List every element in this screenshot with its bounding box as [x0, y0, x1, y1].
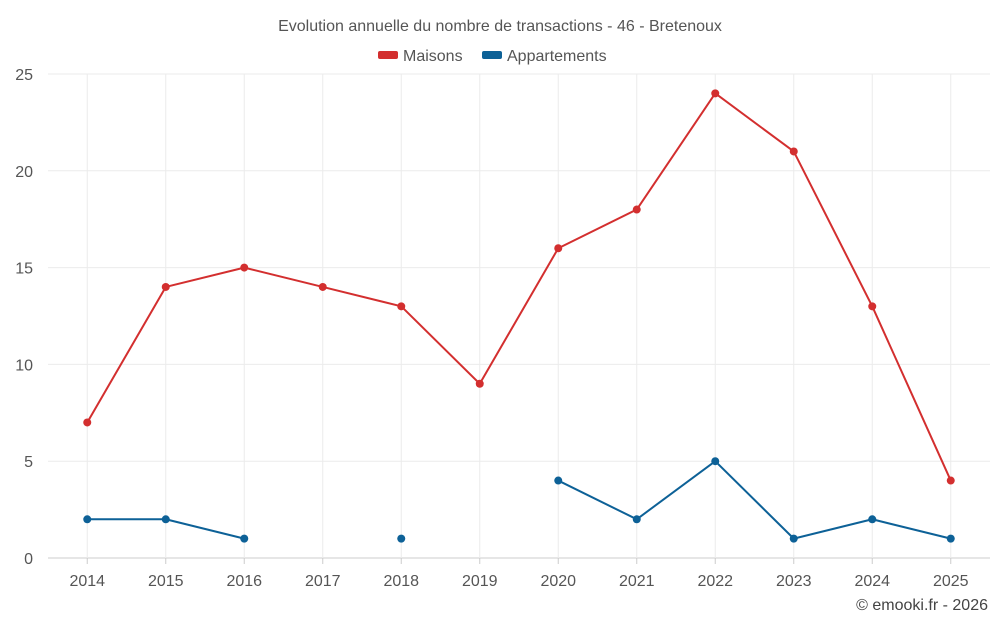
- x-tick-label: 2023: [776, 573, 812, 590]
- data-point-maisons[interactable]: [946, 476, 955, 485]
- series-maisons: [83, 89, 955, 485]
- x-tick-label: 2021: [619, 573, 655, 590]
- x-tick-label: 2022: [697, 573, 733, 590]
- data-point-maisons[interactable]: [554, 244, 563, 253]
- y-tick-label: 20: [15, 164, 33, 181]
- x-tick-label: 2016: [226, 573, 262, 590]
- legend-label-appartements[interactable]: Appartements: [507, 48, 607, 65]
- data-point-appartements[interactable]: [397, 534, 406, 543]
- data-point-maisons[interactable]: [318, 282, 327, 291]
- data-point-appartements[interactable]: [868, 515, 877, 524]
- data-point-appartements[interactable]: [946, 534, 955, 543]
- data-point-appartements[interactable]: [632, 515, 641, 524]
- data-point-maisons[interactable]: [711, 89, 720, 98]
- series-line-appartements: [557, 460, 951, 540]
- data-point-maisons[interactable]: [475, 379, 484, 388]
- y-tick-label: 5: [24, 454, 33, 471]
- data-point-maisons[interactable]: [789, 147, 798, 156]
- legend-label-maisons[interactable]: Maisons: [403, 48, 463, 65]
- data-point-maisons[interactable]: [83, 418, 92, 427]
- x-tick-label: 2020: [540, 573, 576, 590]
- x-tick-label: 2014: [69, 573, 105, 590]
- y-tick-label: 0: [24, 551, 33, 568]
- data-point-appartements[interactable]: [161, 515, 170, 524]
- x-tick-label: 2019: [462, 573, 498, 590]
- series: [83, 89, 955, 543]
- legend: Maisons Appartements: [378, 48, 607, 65]
- legend-swatch-appartements: [482, 51, 502, 59]
- data-point-appartements[interactable]: [711, 457, 720, 466]
- x-tick-label: 2018: [383, 573, 419, 590]
- data-point-appartements[interactable]: [789, 534, 798, 543]
- x-tick-label: 2017: [305, 573, 341, 590]
- data-point-maisons[interactable]: [161, 282, 170, 291]
- series-line-maisons: [86, 92, 952, 481]
- chart-title: Evolution annuelle du nombre de transact…: [278, 18, 722, 35]
- x-tick-label: 2024: [854, 573, 890, 590]
- grid: [48, 73, 990, 564]
- data-point-maisons[interactable]: [632, 205, 641, 214]
- data-point-appartements[interactable]: [554, 476, 563, 485]
- x-tick-label: 2025: [933, 573, 969, 590]
- series-appartements: [83, 457, 955, 543]
- x-tick-label: 2015: [148, 573, 184, 590]
- y-tick-label: 25: [15, 67, 33, 84]
- data-point-maisons[interactable]: [397, 302, 406, 311]
- y-tick-label: 15: [15, 261, 33, 278]
- legend-swatch-maisons: [378, 51, 398, 59]
- data-point-maisons[interactable]: [868, 302, 877, 311]
- y-axis: 0 5 10 15 20 25: [15, 67, 33, 568]
- data-point-appartements[interactable]: [240, 534, 249, 543]
- data-point-appartements[interactable]: [83, 515, 92, 524]
- credit-text: © emooki.fr - 2026: [856, 597, 988, 614]
- data-point-maisons[interactable]: [240, 263, 249, 272]
- y-tick-label: 10: [15, 357, 33, 374]
- x-axis: 2014 2015 2016 2017 2018 2019 2020 2021 2022 2023…: [69, 573, 968, 590]
